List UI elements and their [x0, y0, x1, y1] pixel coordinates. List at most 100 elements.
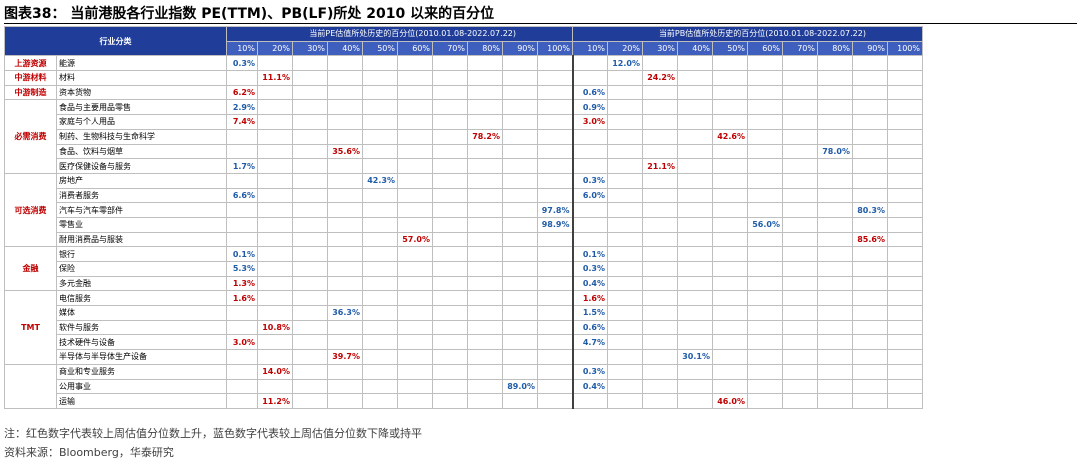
pb-empty-cell — [677, 114, 713, 130]
pb-empty-cell — [712, 216, 748, 233]
pe-empty-cell — [397, 202, 433, 218]
table-row: 食品、饮料与烟草 35.6% 78.0% — [5, 143, 923, 160]
pe-empty-cell — [362, 246, 398, 262]
pb-empty-cell — [571, 231, 608, 248]
pe-empty-cell — [502, 305, 538, 321]
pb-empty-cell — [712, 172, 748, 189]
pe-empty-cell — [467, 334, 503, 351]
pe-empty-cell — [362, 128, 398, 145]
pb-empty-cell — [712, 349, 748, 365]
pe-empty-cell — [226, 319, 258, 336]
pb-empty-cell — [607, 378, 643, 395]
pe-empty-cell — [257, 261, 293, 277]
pe-percentile-value: 1.3% — [226, 275, 258, 292]
pe-empty-cell — [327, 246, 363, 262]
pe-empty-cell — [327, 128, 363, 145]
sector-label: 可选消费 — [4, 172, 57, 248]
pb-empty-cell — [782, 261, 818, 277]
industry-name: 半导体与半导体生产设备 — [56, 349, 227, 365]
pe-empty-cell — [537, 128, 573, 145]
pb-pct-header: 10% — [572, 40, 608, 57]
pe-empty-cell — [257, 349, 293, 365]
pb-empty-cell — [642, 305, 678, 321]
table-row: 半导体与半导体生产设备 39.7% 30.1% — [5, 349, 923, 365]
pe-empty-cell — [537, 349, 573, 365]
pe-empty-cell — [292, 158, 328, 174]
pe-empty-cell — [467, 246, 503, 262]
pe-empty-cell — [327, 70, 363, 86]
pe-empty-cell — [397, 349, 433, 365]
pb-empty-cell — [642, 319, 678, 336]
pe-empty-cell — [537, 290, 573, 307]
pb-percentile-value: 78.0% — [817, 143, 853, 160]
pe-empty-cell — [502, 349, 538, 365]
pb-percentile-value: 0.3% — [571, 261, 608, 277]
pe-empty-cell — [292, 114, 328, 130]
table-body: 上游资源 能源 0.3% 12.0% 中游材料 材料 11.1% 24.2% 中游制造 资本货物 6… — [4, 55, 923, 409]
pe-empty-cell — [362, 261, 398, 277]
pb-empty-cell — [607, 261, 643, 277]
pb-empty-cell — [607, 172, 643, 189]
pb-empty-cell — [817, 99, 853, 116]
pe-percentile-value: 10.8% — [257, 319, 293, 336]
pe-empty-cell — [257, 246, 293, 262]
pe-empty-cell — [537, 231, 573, 248]
pb-empty-cell — [607, 114, 643, 130]
pe-pct-header: 10% — [226, 40, 258, 57]
pe-empty-cell — [467, 305, 503, 321]
pe-empty-cell — [397, 187, 433, 204]
pb-empty-cell — [607, 290, 643, 307]
pe-empty-cell — [257, 334, 293, 351]
pb-empty-cell — [677, 99, 713, 116]
table-row: 可选消费 房地产 42.3% 0.3% — [4, 172, 923, 248]
pb-empty-cell — [887, 393, 923, 409]
pb-empty-cell — [747, 275, 783, 292]
pb-percentile-value: 0.6% — [571, 319, 608, 336]
pb-empty-cell — [607, 216, 643, 233]
table-row: TMT 电信服务 1.6% 1.6% — [4, 290, 923, 365]
pe-empty-cell — [327, 158, 363, 174]
pb-empty-cell — [712, 261, 748, 277]
pb-empty-cell — [642, 172, 678, 189]
pb-empty-cell — [887, 143, 923, 160]
pb-percentile-value: 80.3% — [852, 202, 888, 218]
pb-empty-cell — [607, 275, 643, 292]
pe-pct-header: 90% — [502, 40, 538, 57]
title-rule — [4, 23, 1077, 24]
pb-empty-cell — [782, 99, 818, 116]
pb-empty-cell — [642, 246, 678, 262]
table-row: 零售业 98.9% 56.0% — [5, 216, 923, 233]
pe-empty-cell — [467, 84, 503, 101]
pe-percentile-value: 89.0% — [502, 378, 538, 395]
pb-percentile-value: 21.1% — [642, 158, 678, 174]
pe-empty-cell — [537, 70, 573, 86]
pb-empty-cell — [747, 319, 783, 336]
pe-empty-cell — [327, 55, 363, 72]
pb-empty-cell — [642, 187, 678, 204]
pb-empty-cell — [817, 305, 853, 321]
pb-percentile-value: 24.2% — [642, 70, 678, 86]
pb-empty-cell — [712, 143, 748, 160]
pb-empty-cell — [782, 378, 818, 395]
pe-percentile-value: 5.3% — [226, 261, 258, 277]
pe-empty-cell — [537, 114, 573, 130]
industry-name: 能源 — [56, 55, 227, 72]
pb-empty-cell — [852, 393, 888, 409]
pe-empty-cell — [327, 363, 363, 380]
pe-empty-cell — [537, 99, 573, 116]
pb-empty-cell — [642, 378, 678, 395]
pe-empty-cell — [502, 334, 538, 351]
pe-percentile-value: 98.9% — [537, 216, 573, 233]
pb-empty-cell — [817, 84, 853, 101]
pb-empty-cell — [712, 202, 748, 218]
pb-percentile-value: 0.6% — [571, 84, 608, 101]
table-row: 医疗保健设备与服务 1.7% 21.1% — [5, 158, 923, 174]
pe-pct-header: 70% — [432, 40, 468, 57]
pe-empty-cell — [432, 393, 468, 409]
pe-empty-cell — [502, 55, 538, 72]
pb-empty-cell — [852, 261, 888, 277]
industry-name: 多元金融 — [56, 275, 227, 292]
pe-empty-cell — [467, 158, 503, 174]
pe-empty-cell — [327, 231, 363, 248]
pb-empty-cell — [607, 99, 643, 116]
